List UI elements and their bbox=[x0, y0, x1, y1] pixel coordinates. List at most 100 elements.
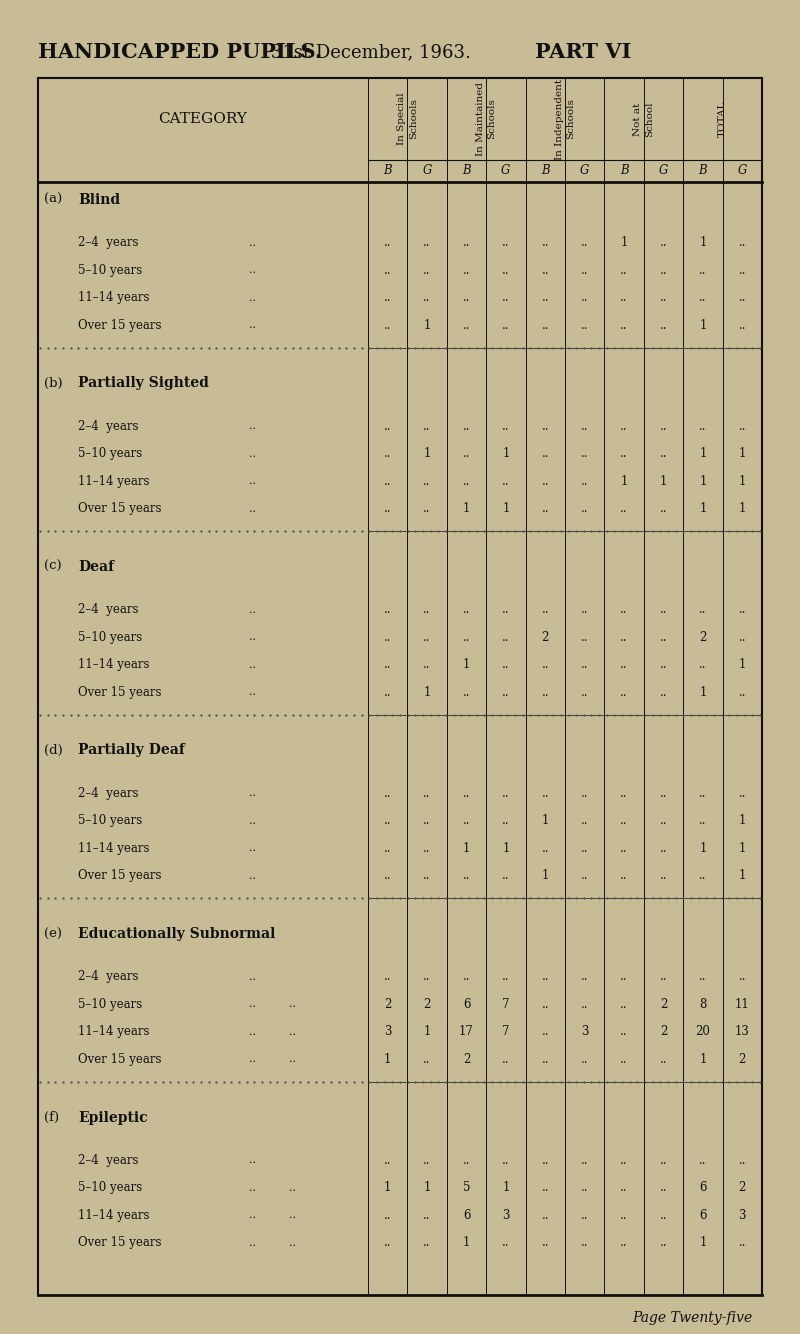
Text: ..: .. bbox=[581, 447, 589, 460]
Text: ..: .. bbox=[581, 686, 589, 699]
Text: ..: .. bbox=[250, 1210, 257, 1221]
Text: 1: 1 bbox=[463, 502, 470, 515]
Text: ..: .. bbox=[542, 236, 549, 249]
Text: 3: 3 bbox=[738, 1209, 746, 1222]
Text: ..: .. bbox=[290, 1027, 297, 1037]
Text: ..: .. bbox=[581, 998, 589, 1011]
Text: ..: .. bbox=[542, 658, 549, 671]
Text: ..: .. bbox=[502, 970, 510, 983]
Text: ..: .. bbox=[581, 870, 589, 882]
Text: ..: .. bbox=[384, 814, 391, 827]
Text: 5–10 years: 5–10 years bbox=[78, 447, 142, 460]
Text: ..: .. bbox=[502, 814, 510, 827]
Text: ..: .. bbox=[542, 998, 549, 1011]
Text: ..: .. bbox=[384, 447, 391, 460]
Text: ..: .. bbox=[620, 631, 628, 643]
Text: ..: .. bbox=[581, 502, 589, 515]
Text: ..: .. bbox=[250, 1238, 257, 1247]
Text: 1: 1 bbox=[738, 447, 746, 460]
Text: ..: .. bbox=[660, 1053, 667, 1066]
Text: 11–14 years: 11–14 years bbox=[78, 475, 150, 488]
Text: ..: .. bbox=[250, 504, 257, 514]
Text: ..: .. bbox=[502, 1237, 510, 1249]
Text: 5–10 years: 5–10 years bbox=[78, 814, 142, 827]
Text: ..: .. bbox=[660, 319, 667, 332]
Text: ..: .. bbox=[502, 658, 510, 671]
Text: B: B bbox=[698, 164, 707, 177]
Text: ..: .. bbox=[462, 447, 470, 460]
Text: ..: .. bbox=[620, 1237, 628, 1249]
Text: G: G bbox=[580, 164, 590, 177]
Text: ..: .. bbox=[462, 236, 470, 249]
Text: ..: .. bbox=[738, 787, 746, 799]
Text: ..: .. bbox=[423, 291, 431, 304]
Text: ..: .. bbox=[620, 420, 628, 432]
Text: ..: .. bbox=[250, 448, 257, 459]
Text: 1: 1 bbox=[699, 475, 706, 488]
Text: ..: .. bbox=[620, 1025, 628, 1038]
Text: Over 15 years: Over 15 years bbox=[78, 319, 162, 332]
Text: ..: .. bbox=[290, 1183, 297, 1193]
Text: ..: .. bbox=[502, 291, 510, 304]
Text: G: G bbox=[659, 164, 668, 177]
Text: ..: .. bbox=[542, 1025, 549, 1038]
Text: Educationally Subnormal: Educationally Subnormal bbox=[78, 927, 275, 940]
Text: ..: .. bbox=[502, 686, 510, 699]
Text: 3: 3 bbox=[384, 1025, 391, 1038]
Text: ..: .. bbox=[250, 1155, 257, 1165]
Text: ..: .. bbox=[384, 420, 391, 432]
Text: ..: .. bbox=[250, 815, 257, 826]
Text: PART VI: PART VI bbox=[535, 41, 631, 61]
Text: Over 15 years: Over 15 years bbox=[78, 1237, 162, 1249]
Text: 1: 1 bbox=[738, 870, 746, 882]
Text: B: B bbox=[541, 164, 550, 177]
Text: 6: 6 bbox=[462, 1209, 470, 1222]
Text: ..: .. bbox=[542, 787, 549, 799]
Text: 11–14 years: 11–14 years bbox=[78, 842, 150, 855]
Text: ..: .. bbox=[542, 1154, 549, 1167]
Text: ..: .. bbox=[660, 787, 667, 799]
Text: ..: .. bbox=[384, 291, 391, 304]
Text: ..: .. bbox=[423, 870, 431, 882]
Text: ..: .. bbox=[581, 970, 589, 983]
Text: ..: .. bbox=[620, 502, 628, 515]
Text: Partially Sighted: Partially Sighted bbox=[78, 376, 209, 391]
Text: ..: .. bbox=[699, 787, 706, 799]
Text: 1: 1 bbox=[463, 842, 470, 855]
Text: 5: 5 bbox=[462, 1181, 470, 1194]
Text: 1: 1 bbox=[738, 502, 746, 515]
Text: ..: .. bbox=[423, 1209, 431, 1222]
Text: ..: .. bbox=[462, 603, 470, 616]
Text: ..: .. bbox=[660, 603, 667, 616]
Text: ..: .. bbox=[384, 319, 391, 332]
Text: ..: .. bbox=[290, 1238, 297, 1247]
Text: 3: 3 bbox=[502, 1209, 510, 1222]
Text: ..: .. bbox=[660, 870, 667, 882]
Text: ..: .. bbox=[660, 502, 667, 515]
Text: (d): (d) bbox=[44, 744, 62, 756]
Text: ..: .. bbox=[620, 870, 628, 882]
Text: ..: .. bbox=[738, 1237, 746, 1249]
Text: Over 15 years: Over 15 years bbox=[78, 502, 162, 515]
Text: ..: .. bbox=[250, 292, 257, 303]
Text: ..: .. bbox=[250, 422, 257, 431]
Text: ..: .. bbox=[581, 1181, 589, 1194]
Text: ..: .. bbox=[660, 631, 667, 643]
Text: B: B bbox=[462, 164, 471, 177]
Text: 17: 17 bbox=[459, 1025, 474, 1038]
Text: ..: .. bbox=[462, 1154, 470, 1167]
Text: TOTAL: TOTAL bbox=[718, 101, 727, 137]
Text: 6: 6 bbox=[462, 998, 470, 1011]
Text: (c): (c) bbox=[44, 560, 62, 574]
Text: ..: .. bbox=[250, 320, 257, 329]
Text: 1: 1 bbox=[699, 842, 706, 855]
Text: In Maintained
Schools: In Maintained Schools bbox=[476, 81, 497, 156]
Text: ..: .. bbox=[738, 420, 746, 432]
Text: ..: .. bbox=[542, 1209, 549, 1222]
Text: 6: 6 bbox=[699, 1181, 706, 1194]
Text: ..: .. bbox=[250, 1183, 257, 1193]
Text: ..: .. bbox=[462, 686, 470, 699]
Text: ..: .. bbox=[462, 420, 470, 432]
Text: ..: .. bbox=[660, 686, 667, 699]
Text: ..: .. bbox=[462, 264, 470, 276]
